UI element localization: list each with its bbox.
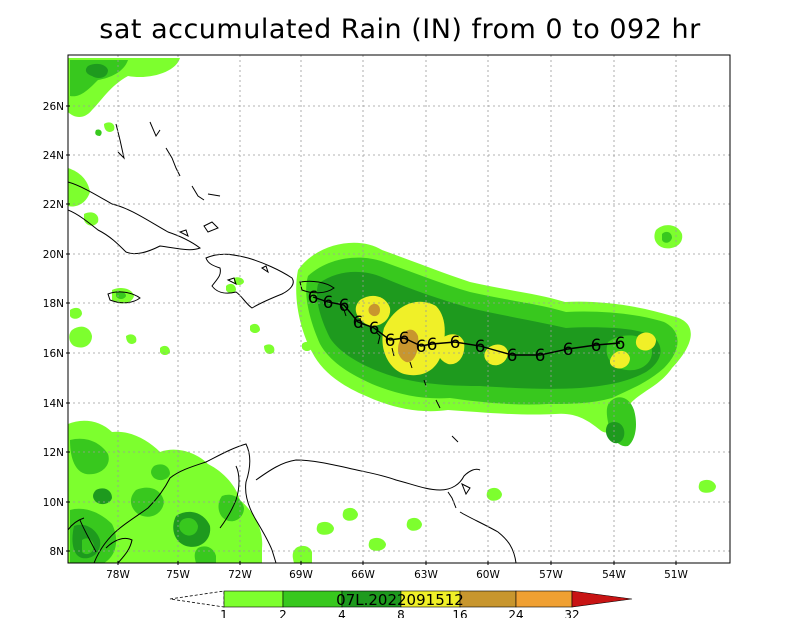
colorbar-segment-6 [515,590,573,608]
storm-symbol: 6 [475,337,486,357]
lat-label: 26N [43,101,64,113]
colorbar-label: 32 [564,608,579,618]
rain-sw-field [68,420,716,563]
storm-symbol: 6 [308,288,319,308]
colorbar-segment-5 [459,590,517,608]
lat-label: 16N [43,348,64,360]
storm-symbol: 6 [323,293,334,313]
storm-symbol: 6 [339,296,350,316]
colorbar-label: 16 [452,608,467,618]
storm-symbol: 6 [450,333,461,353]
lon-label: 54W [602,569,626,581]
storm-track-symbols: 6 6 6 6 6 6 6 6 6 6 6 6 6 6 6 6 [308,288,626,366]
colorbar-label: 1 [220,608,228,618]
lon-label: 69W [289,569,313,581]
lat-label: 8N [49,546,64,558]
storm-symbol: 6 [615,334,626,354]
lat-label: 14N [43,398,64,410]
lon-label: 57W [539,569,563,581]
storm-symbol: 6 [399,329,410,349]
lat-label: 24N [43,150,64,162]
lon-label: 72W [228,569,252,581]
lon-label: 60W [476,569,500,581]
colorbar-label: 2 [279,608,287,618]
colorbar-segment-1 [223,590,284,608]
lon-label: 75W [166,569,190,581]
storm-symbol: 6 [385,331,396,351]
longitude-labels: 78W 75W 72W 69W 66W 63W 60W 57W 54W 51W [106,569,688,581]
storm-id-stamp: 07L.2022091512 [336,591,464,609]
lon-label: 66W [351,569,375,581]
storm-symbol: 6 [369,319,380,339]
colorbar-label: 24 [508,608,523,618]
longitude-ticks [117,561,677,565]
colorbar-under-arrow [169,590,225,608]
gridlines [68,55,730,563]
colorbar-label: 4 [338,608,346,618]
rain-swath-main [296,242,691,447]
storm-symbol: 6 [427,335,438,355]
map-title: sat accumulated Rain (IN) from 0 to 092 … [99,14,701,45]
latitude-labels: 26N 24N 22N 20N 18N 16N 14N 12N 10N 8N [43,101,64,558]
lat-label: 12N [43,447,64,459]
lon-label: 78W [106,569,130,581]
colorbar-segment-2 [282,590,343,608]
map-canvas: 6 6 6 6 6 6 6 6 6 6 6 6 6 6 6 6 [68,55,730,563]
lat-label: 20N [43,249,64,261]
colorbar-over-arrow [571,590,633,608]
lat-label: 10N [43,497,64,509]
lat-label: 18N [43,298,64,310]
lon-label: 51W [664,569,688,581]
storm-track-line [312,296,621,356]
latitude-ticks [66,105,70,552]
storm-symbol: 6 [353,313,364,333]
storm-symbol: 6 [416,337,427,357]
map-frame [67,54,731,564]
colorbar-label: 8 [397,608,405,618]
colorbar: 07L.2022091512 1 2 4 8 16 24 32 [169,590,633,618]
coastlines [68,121,517,563]
storm-symbol: 6 [563,340,574,360]
lon-label: 63W [414,569,438,581]
lat-label: 22N [43,199,64,211]
storm-symbol: 6 [535,346,546,366]
storm-symbol: 6 [507,346,518,366]
storm-symbol: 6 [591,336,602,356]
